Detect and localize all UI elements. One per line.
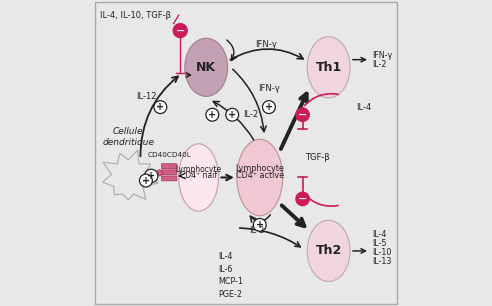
FancyBboxPatch shape (161, 176, 177, 181)
Text: IL-5: IL-5 (372, 239, 387, 248)
Text: +: + (265, 102, 273, 112)
Circle shape (156, 170, 162, 176)
Text: IL-4
IL-6
MCP-1
PGE-2: IL-4 IL-6 MCP-1 PGE-2 (218, 252, 244, 299)
Circle shape (140, 174, 153, 187)
FancyBboxPatch shape (94, 2, 398, 304)
Circle shape (173, 24, 187, 38)
Text: CD4⁺ naif: CD4⁺ naif (180, 171, 217, 181)
Text: +: + (208, 110, 216, 120)
Polygon shape (102, 150, 158, 200)
Text: IL-4: IL-4 (356, 103, 371, 112)
Text: IL-2: IL-2 (249, 226, 264, 235)
Text: NK: NK (196, 61, 216, 74)
FancyBboxPatch shape (161, 170, 177, 175)
Text: CD40CD40L: CD40CD40L (147, 151, 191, 158)
Ellipse shape (307, 220, 350, 282)
Circle shape (253, 218, 266, 231)
Ellipse shape (237, 139, 283, 216)
Text: IL-10: IL-10 (372, 248, 392, 257)
Text: CD4⁺ activé: CD4⁺ activé (236, 171, 284, 180)
Text: IL-2: IL-2 (372, 60, 387, 69)
Text: IFN-γ: IFN-γ (258, 84, 280, 93)
Text: +: + (256, 220, 264, 230)
Text: IL-12: IL-12 (136, 92, 157, 101)
Text: +: + (228, 110, 236, 120)
Text: −: − (298, 194, 308, 204)
Circle shape (154, 101, 167, 114)
Circle shape (226, 108, 239, 121)
FancyBboxPatch shape (161, 164, 177, 169)
Ellipse shape (307, 37, 350, 98)
Text: +: + (147, 171, 155, 181)
Text: IL-4, IL-10, TGF-β: IL-4, IL-10, TGF-β (100, 11, 171, 20)
Text: +: + (156, 102, 164, 112)
Circle shape (296, 108, 309, 121)
Text: IFN-γ: IFN-γ (255, 40, 277, 49)
Text: +: + (142, 176, 150, 185)
Text: Lymphocyte: Lymphocyte (176, 165, 221, 174)
Text: Th2: Th2 (315, 244, 342, 257)
Text: Lymphocyte: Lymphocyte (235, 164, 284, 173)
Text: IFN-γ: IFN-γ (372, 50, 392, 60)
Text: −: − (176, 26, 185, 35)
Ellipse shape (185, 38, 228, 96)
Text: Th1: Th1 (315, 61, 342, 74)
Circle shape (263, 101, 276, 114)
Text: IL-4: IL-4 (372, 230, 386, 239)
Text: TGF-β: TGF-β (306, 153, 330, 162)
Text: IL-2: IL-2 (243, 110, 258, 119)
Circle shape (145, 169, 158, 183)
Circle shape (296, 192, 309, 206)
Text: Cellule
dendritique: Cellule dendritique (102, 127, 154, 147)
Text: IL-13: IL-13 (372, 257, 392, 266)
Ellipse shape (179, 144, 218, 211)
Text: −: − (298, 110, 308, 120)
Circle shape (206, 108, 219, 121)
